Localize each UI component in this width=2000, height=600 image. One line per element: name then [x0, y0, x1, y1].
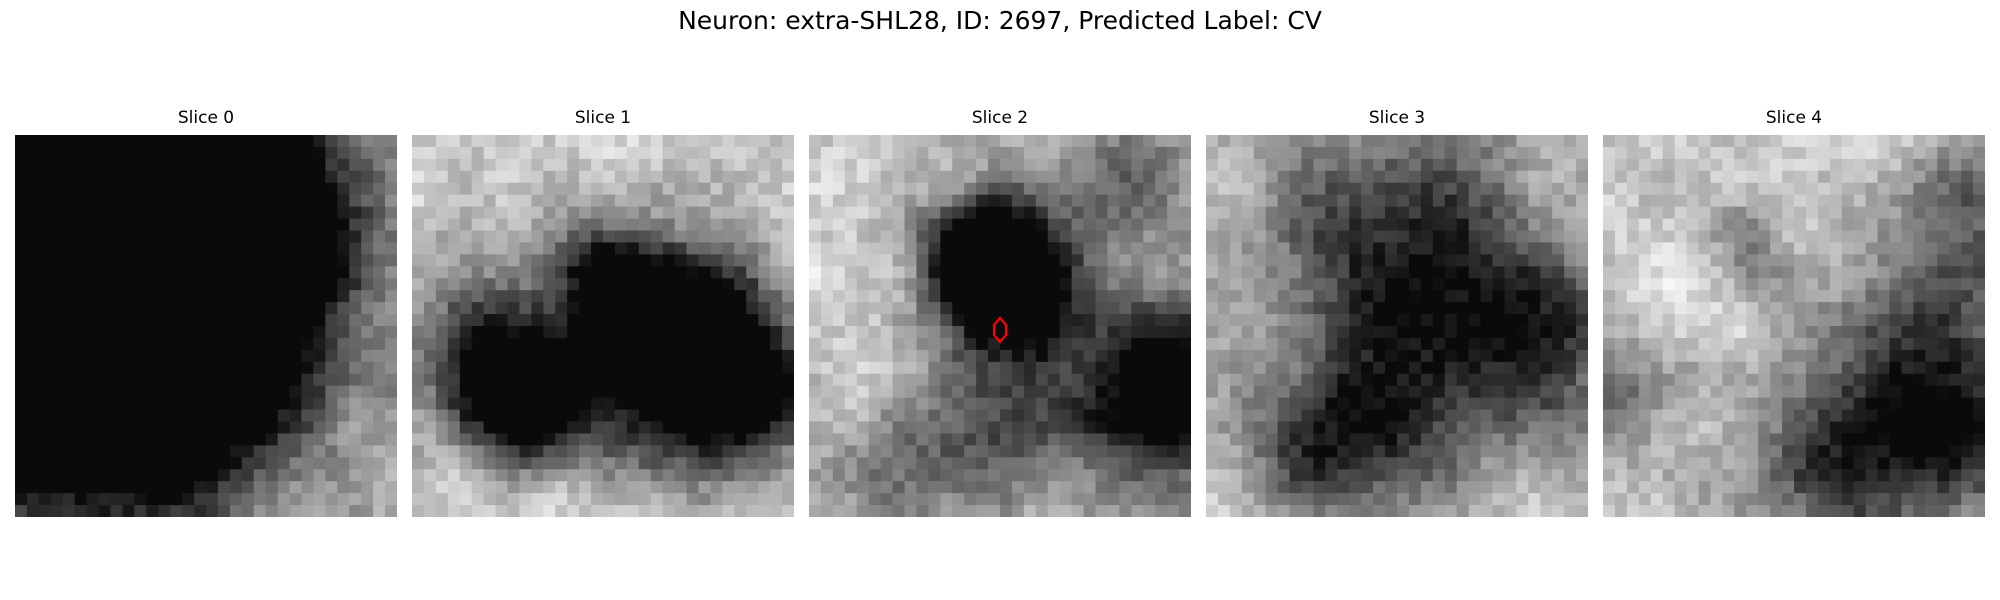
slice-4-title: Slice 4 — [1765, 108, 1823, 128]
slice-3-title: Slice 3 — [1368, 108, 1426, 128]
slice-0-title: Slice 0 — [177, 108, 235, 128]
neuron-marker-icon — [992, 316, 1008, 344]
slice-3-image — [1206, 135, 1588, 517]
slice-1-image — [412, 135, 794, 517]
slice-1-title: Slice 1 — [574, 108, 632, 128]
figure-title: Neuron: extra-SHL28, ID: 2697, Predicted… — [678, 6, 1322, 35]
slice-4-image — [1603, 135, 1985, 517]
slice-0-image — [15, 135, 397, 517]
slice-2-image — [809, 135, 1191, 517]
slice-2-title: Slice 2 — [971, 108, 1029, 128]
